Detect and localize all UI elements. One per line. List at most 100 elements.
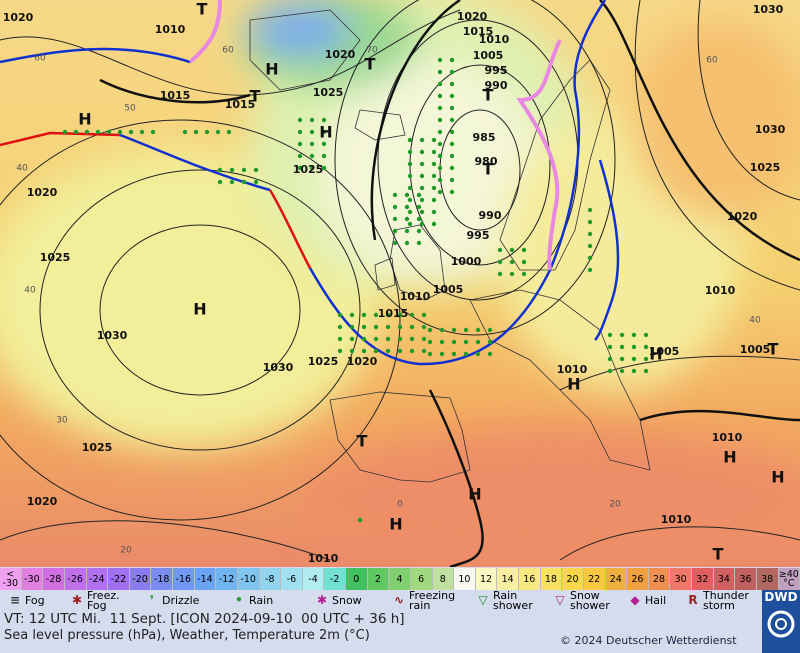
legend-label: Hail bbox=[645, 594, 667, 607]
rain-dot bbox=[309, 129, 315, 135]
rain-dot bbox=[361, 324, 367, 330]
rain-dot bbox=[439, 339, 445, 345]
pressure-label: 1020 bbox=[457, 10, 488, 23]
rain-dot bbox=[619, 332, 625, 338]
rain-dot bbox=[407, 161, 413, 167]
pressure-label: 995 bbox=[467, 229, 490, 242]
scale-cell: 16 bbox=[519, 568, 541, 590]
rain-dot bbox=[449, 57, 455, 63]
rain-dot bbox=[421, 312, 427, 318]
scale-cell: 18 bbox=[540, 568, 563, 590]
rain-dot bbox=[437, 141, 443, 147]
pressure-center: T bbox=[197, 0, 208, 19]
legend-label: Rain bbox=[249, 594, 274, 607]
rain-dot bbox=[437, 177, 443, 183]
rain-dot bbox=[587, 207, 593, 213]
rain-dot bbox=[437, 153, 443, 159]
pressure-label: 1015 bbox=[378, 307, 409, 320]
rain-dot bbox=[297, 117, 303, 123]
scale-cell: -12 bbox=[216, 568, 238, 590]
rain-dot bbox=[431, 185, 437, 191]
rain-dot bbox=[437, 81, 443, 87]
rain-dot bbox=[373, 348, 379, 354]
scale-cell: 24 bbox=[605, 568, 628, 590]
rain-dot bbox=[349, 312, 355, 318]
scale-cell: -6 bbox=[281, 568, 303, 590]
rain-dot bbox=[427, 339, 433, 345]
rain-dot bbox=[416, 228, 422, 234]
rain-dot bbox=[427, 327, 433, 333]
rain-dot bbox=[437, 165, 443, 171]
legend-symbol: ◆ bbox=[630, 593, 640, 607]
rain-dot bbox=[361, 348, 367, 354]
pressure-label: 1030 bbox=[755, 123, 786, 136]
legend-item: R Thunder storm bbox=[686, 590, 755, 612]
rain-dot bbox=[95, 129, 101, 135]
scale-cell: 14 bbox=[497, 568, 519, 590]
rain-dot bbox=[463, 327, 469, 333]
legend-item: • Rain bbox=[232, 590, 273, 612]
scale-cell: 4 bbox=[389, 568, 411, 590]
rain-dot bbox=[437, 57, 443, 63]
legend-item: ≡ Fog bbox=[8, 590, 45, 612]
logo: DWD bbox=[762, 590, 800, 653]
legend-label: Drizzle bbox=[162, 594, 200, 607]
scale-cell: 26 bbox=[627, 568, 649, 590]
pressure-center: H bbox=[265, 60, 278, 79]
rain-dot bbox=[431, 161, 437, 167]
pressure-label: 1020 bbox=[347, 355, 378, 368]
pressure-center: T bbox=[250, 87, 261, 106]
legend-symbol: ❜ bbox=[149, 593, 155, 607]
pressure-label: 990 bbox=[479, 209, 502, 222]
rain-dot bbox=[349, 324, 355, 330]
rain-dot bbox=[643, 356, 649, 362]
pressure-center: T bbox=[483, 160, 494, 179]
rain-dot bbox=[521, 247, 527, 253]
rain-dot bbox=[321, 129, 327, 135]
pressure-label: 1010 bbox=[400, 290, 431, 303]
rain-dot bbox=[297, 165, 303, 171]
scale-cell: -24 bbox=[86, 568, 109, 590]
scale-cell: 12 bbox=[475, 568, 498, 590]
rain-dot bbox=[451, 351, 457, 357]
scale-cell: ≥40 °C bbox=[778, 568, 800, 590]
rain-dot bbox=[409, 312, 415, 318]
rain-dot bbox=[631, 344, 637, 350]
pressure-center: T bbox=[483, 86, 494, 105]
rain-dot bbox=[449, 69, 455, 75]
scale-cell: -22 bbox=[108, 568, 130, 590]
rain-dot bbox=[84, 129, 90, 135]
rain-dot bbox=[427, 351, 433, 357]
rain-dot bbox=[241, 167, 247, 173]
weather-legend: ≡ Fog ✱ Freez. Fog ❜ Drizzle • Rain ✱ Snow ∿ Freezi… bbox=[0, 590, 760, 614]
rain-dot bbox=[451, 339, 457, 345]
rain-dot bbox=[449, 165, 455, 171]
rain-dot bbox=[439, 327, 445, 333]
legend-item: ▽ Rain shower bbox=[476, 590, 545, 612]
rain-dot bbox=[404, 216, 410, 222]
rain-dot bbox=[449, 117, 455, 123]
scale-cell: 2 bbox=[367, 568, 390, 590]
pressure-label: 1020 bbox=[3, 11, 34, 24]
pressure-label: 1025 bbox=[308, 355, 339, 368]
rain-dot bbox=[463, 339, 469, 345]
rain-dot bbox=[373, 336, 379, 342]
rain-dot bbox=[349, 348, 355, 354]
rain-dot bbox=[407, 173, 413, 179]
scale-cell: -16 bbox=[173, 568, 195, 590]
main-isobars bbox=[99, 0, 800, 567]
rain-dot bbox=[419, 209, 425, 215]
pressure-label: 1030 bbox=[263, 361, 294, 374]
pressure-label: 1005 bbox=[649, 345, 680, 358]
legend-symbol: ▽ bbox=[478, 593, 488, 607]
logo-mark bbox=[767, 610, 795, 638]
rain-dot bbox=[404, 204, 410, 210]
rain-dot bbox=[449, 81, 455, 87]
rain-dot bbox=[409, 336, 415, 342]
scale-cell: -18 bbox=[151, 568, 173, 590]
rain-dot bbox=[421, 348, 427, 354]
pressure-center: H bbox=[319, 123, 332, 142]
pressure-label: 1025 bbox=[293, 163, 324, 176]
legend-symbol: R bbox=[688, 593, 698, 607]
scale-cell: -8 bbox=[259, 568, 282, 590]
